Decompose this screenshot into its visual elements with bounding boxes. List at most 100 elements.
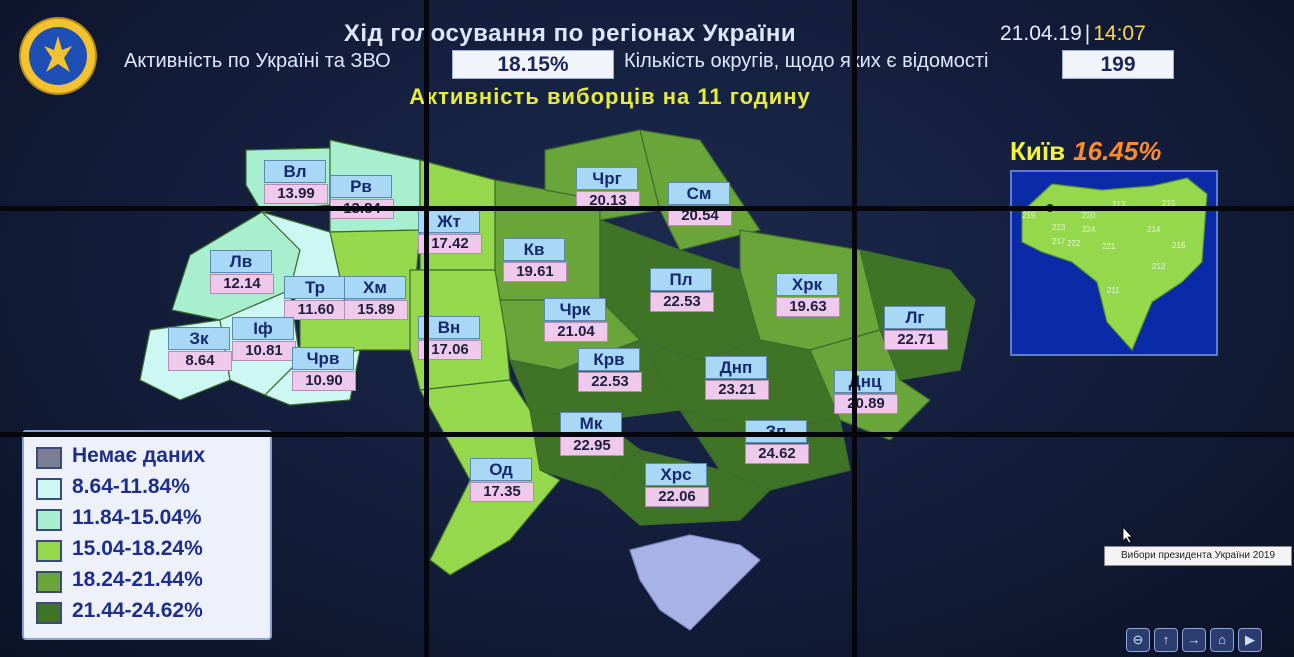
legend: Немає даних 8.64-11.84% 11.84-15.04% 15.04-… xyxy=(22,430,272,640)
region-code: Чрв xyxy=(292,347,354,370)
mouse-cursor-icon xyxy=(1122,526,1133,544)
region-value: 22.95 xyxy=(560,436,624,456)
kyiv-district-label: 219 xyxy=(1022,211,1036,220)
kyiv-district-label: 212 xyxy=(1152,262,1166,271)
kyiv-district-label: 214 xyxy=(1147,225,1161,234)
region-label[interactable]: Вл 13.99 xyxy=(264,160,328,204)
region-value: 24.62 xyxy=(745,444,809,464)
region-label[interactable]: См 20.54 xyxy=(668,182,732,226)
region-code: Рв xyxy=(330,175,392,198)
right-arrow-icon[interactable]: → xyxy=(1182,628,1206,652)
kyiv-name: Київ xyxy=(1010,136,1066,166)
region-code: Іф xyxy=(232,317,294,340)
region-code: Хм xyxy=(344,276,406,299)
region-code: Кв xyxy=(503,238,565,261)
kyiv-title: Київ 16.45% xyxy=(1010,136,1161,167)
kyiv-map: 219 220 213 215 223 224 217 222 221 214 216 212 211 xyxy=(1021,177,1208,352)
page-title: Хід голосування по регіонах України xyxy=(343,20,797,47)
region-value: 13.99 xyxy=(264,184,328,204)
region-code: Днц xyxy=(834,370,896,393)
legend-label: 18.24-21.44% xyxy=(72,568,203,591)
kyiv-district-label: 224 xyxy=(1082,225,1096,234)
region-label[interactable]: Вн 17.06 xyxy=(418,316,482,360)
region-value: 22.53 xyxy=(650,292,714,312)
region-label[interactable]: Пл 22.53 xyxy=(650,268,714,312)
kyiv-percentage: 16.45% xyxy=(1073,136,1162,166)
region-code: Хрс xyxy=(645,463,707,486)
region-label[interactable]: Зк 8.64 xyxy=(168,327,232,371)
region-code: Мк xyxy=(560,412,622,435)
kyiv-district-label: 216 xyxy=(1172,241,1186,250)
legend-label: 8.64-11.84% xyxy=(72,475,190,498)
tooltip: Вибори президента України 2019 xyxy=(1104,546,1292,566)
legend-swatch xyxy=(36,478,62,500)
region-label[interactable]: Днц 20.89 xyxy=(834,370,898,414)
region-label[interactable]: Лв 12.14 xyxy=(210,250,274,294)
region-label[interactable]: Лг 22.71 xyxy=(884,306,948,350)
legend-label: 11.84-15.04% xyxy=(72,506,202,529)
region-value: 22.06 xyxy=(645,487,709,507)
region-label[interactable]: Од 17.35 xyxy=(470,458,534,502)
date-time-separator: | xyxy=(1084,22,1091,45)
region-value: 23.21 xyxy=(705,380,769,400)
region-value: 19.61 xyxy=(503,262,567,282)
date-text: 21.04.19 xyxy=(1000,22,1082,45)
region-label[interactable]: Хрс 22.06 xyxy=(645,463,709,507)
bezel-horizontal-bottom xyxy=(0,432,1294,437)
region-code: Од xyxy=(470,458,532,481)
region-value: 21.04 xyxy=(544,322,608,342)
region-code: Крв xyxy=(578,348,640,371)
region-label[interactable]: Кв 19.61 xyxy=(503,238,567,282)
kyiv-district-label: 220 xyxy=(1082,211,1096,220)
region-label[interactable]: Тр 11.60 xyxy=(284,276,348,320)
kyiv-district-label: 221 xyxy=(1102,242,1116,251)
region-label[interactable]: Чрв 10.90 xyxy=(292,347,356,391)
activity-label: Активність по Україні та ЗВО xyxy=(124,50,391,72)
region-code: Лв xyxy=(210,250,272,273)
region-value: 22.53 xyxy=(578,372,642,392)
region-value: 15.89 xyxy=(344,300,408,320)
region-code: Лг xyxy=(884,306,946,329)
up-arrow-icon[interactable]: ↑ xyxy=(1154,628,1178,652)
zoom-icon[interactable]: ⊖ xyxy=(1126,628,1150,652)
time-text: 14:07 xyxy=(1093,22,1146,45)
region-code: Тр xyxy=(284,276,346,299)
kyiv-district-label: 223 xyxy=(1052,223,1066,232)
region-value: 10.81 xyxy=(232,341,296,361)
region-value: 17.06 xyxy=(418,340,482,360)
region-label[interactable]: Чрг 20.13 xyxy=(576,167,640,211)
region-shape-crimea xyxy=(629,534,761,631)
region-label[interactable]: Зп24.62 xyxy=(745,420,809,464)
kyiv-district-label: 222 xyxy=(1067,239,1081,248)
region-code: Вл xyxy=(264,160,326,183)
region-code: Пл xyxy=(650,268,712,291)
region-label[interactable]: Хм 15.89 xyxy=(344,276,408,320)
home-icon[interactable]: ⌂ xyxy=(1210,628,1234,652)
region-label[interactable]: Чрк 21.04 xyxy=(544,298,608,342)
region-label[interactable]: Днп 23.21 xyxy=(705,356,769,400)
legend-swatch xyxy=(36,447,62,469)
region-value: 10.90 xyxy=(292,371,356,391)
region-code: Вн xyxy=(418,316,480,339)
region-value: 22.71 xyxy=(884,330,948,350)
region-code: Чрк xyxy=(544,298,606,321)
legend-swatch xyxy=(36,602,62,624)
region-value: 17.35 xyxy=(470,482,534,502)
legend-swatch xyxy=(36,571,62,593)
region-label[interactable]: Рв13.84 xyxy=(330,175,394,219)
legend-label: 21.44-24.62% xyxy=(72,599,203,622)
region-label[interactable]: Жт 17.42 xyxy=(418,210,482,254)
region-value: 20.54 xyxy=(668,206,732,226)
region-value: 20.89 xyxy=(834,394,898,414)
region-value: 19.63 xyxy=(776,297,840,317)
kyiv-district-label: 213 xyxy=(1112,200,1126,209)
play-icon[interactable]: ▶ xyxy=(1238,628,1262,652)
region-label[interactable]: Мк 22.95 xyxy=(560,412,624,456)
region-label[interactable]: Хрк 19.63 xyxy=(776,273,840,317)
districts-value: 199 xyxy=(1062,50,1174,79)
region-value: 8.64 xyxy=(168,351,232,371)
region-label[interactable]: Крв 22.53 xyxy=(578,348,642,392)
region-label[interactable]: Іф 10.81 xyxy=(232,317,296,361)
kyiv-district-label: 217 xyxy=(1052,237,1066,246)
